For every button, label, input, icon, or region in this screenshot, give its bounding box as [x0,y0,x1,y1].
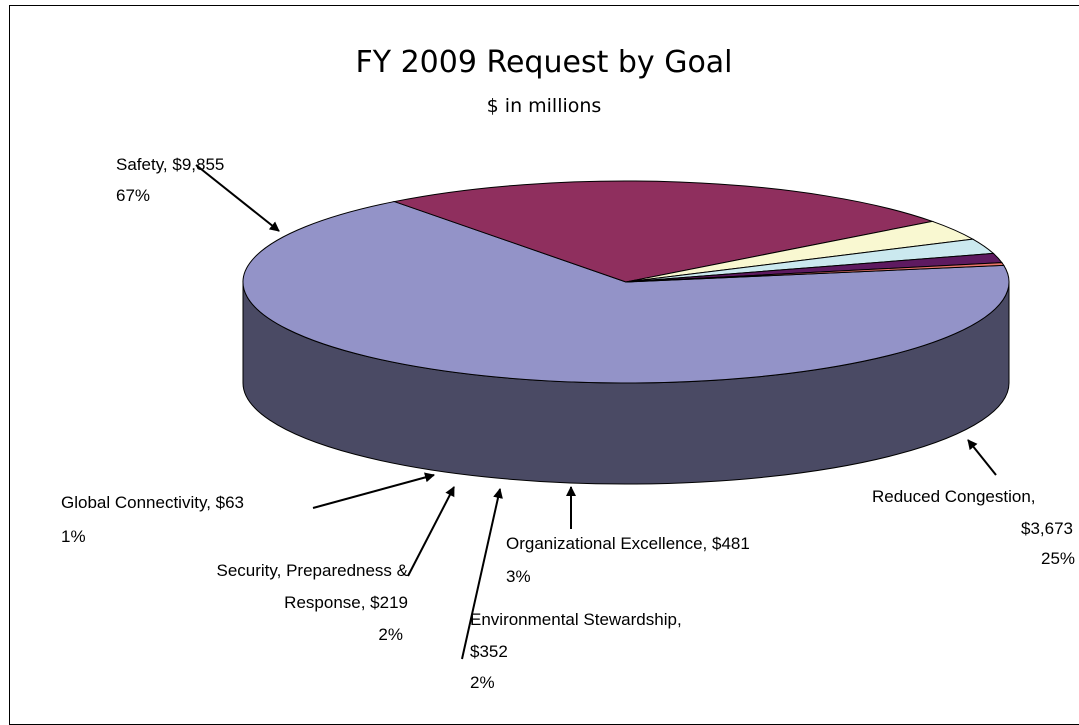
security-label-value: Response, $219 [284,593,408,612]
environmental-stewardship-label-name: Environmental Stewardship, [470,610,682,629]
environmental-stewardship-label-percent: 2% [470,673,495,692]
organizational-excellence-label-percent: 3% [506,567,531,586]
reduced-congestion-label-name: Reduced Congestion, [872,487,1036,506]
safety-label-percent: 67% [116,186,150,205]
reduced-congestion-leader-line [967,439,997,476]
global-connectivity-label-name: Global Connectivity, $63 [61,493,244,512]
pie-top [242,180,1010,384]
environmental-stewardship-label-value: $352 [470,642,508,661]
chart-title: FY 2009 Request by Goal [355,45,732,80]
global-connectivity-slice [625,262,1005,283]
data-labels: Safety, $9,855 67% Reduced Congestion, $… [61,155,1075,692]
security-label-percent: 2% [378,625,403,644]
security-leader-line [407,486,455,577]
organizational-excellence-label-name: Organizational Excellence, $481 [506,534,750,553]
safety-leader-line [195,164,280,232]
reduced-congestion-slice [392,180,935,283]
global-connectivity-label-percent: 1% [61,527,86,546]
reduced-congestion-label-value: $3,673 [1021,519,1073,538]
pie-chart: FY 2009 Request by Goal $ in millions Sa… [61,45,1075,692]
safety-label-name: Safety, $9,855 [116,155,224,174]
security-label-name: Security, Preparedness & [217,561,409,580]
global-connectivity-leader-line [312,472,435,509]
reduced-congestion-label-percent: 25% [1041,549,1075,568]
safety-slice [242,201,1010,384]
chart-subtitle: $ in millions [487,95,602,117]
environmental-stewardship-leader-line [461,488,503,660]
leader-lines [195,164,997,660]
